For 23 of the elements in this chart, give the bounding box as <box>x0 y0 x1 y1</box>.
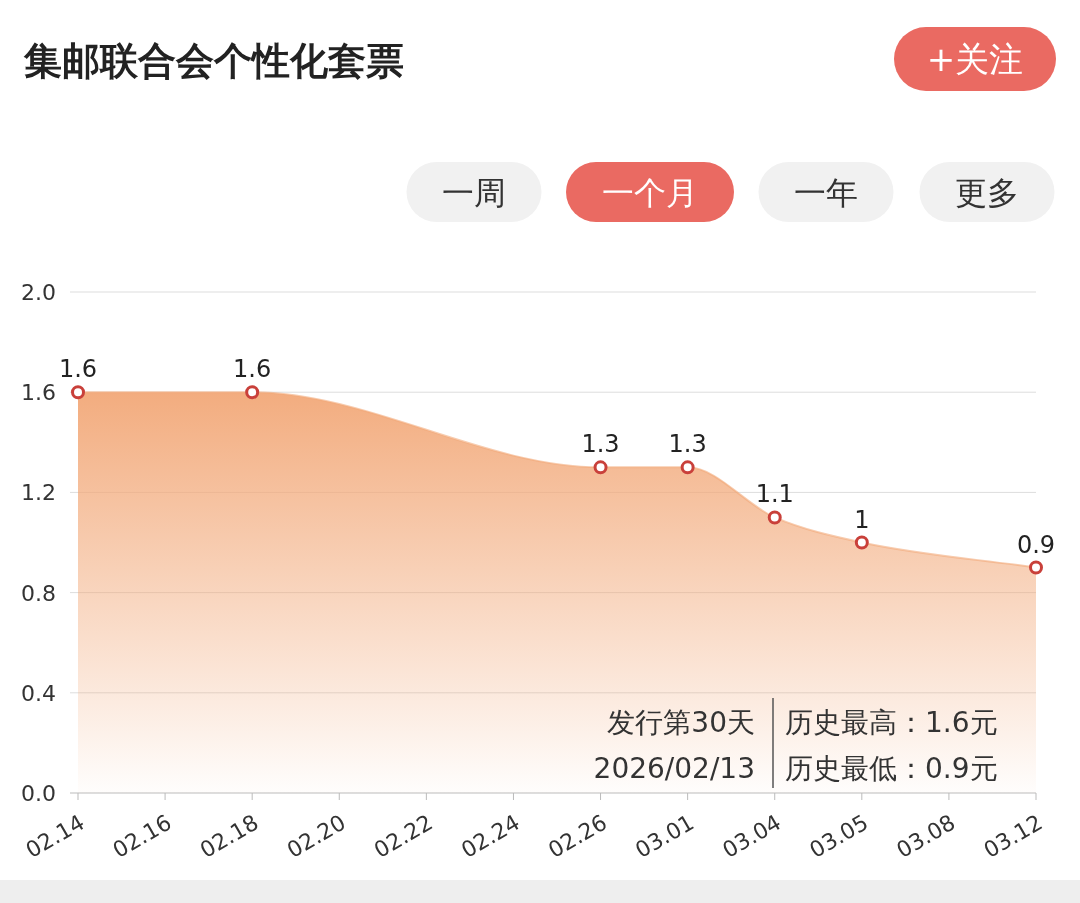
data-label: 1.6 <box>58 355 98 384</box>
y-tick-label: 1.2 <box>21 480 56 506</box>
text: 一个月 <box>602 173 698 212</box>
annotation: 发行第30天 <box>607 706 755 739</box>
data-label: 1.3 <box>581 430 620 459</box>
annotation: 历史最低：0.9元 <box>785 752 998 785</box>
annotation: 2026/02/13 <box>593 752 755 785</box>
data-label: 1.1 <box>755 480 794 509</box>
y-tick-label: 2.0 <box>21 280 56 305</box>
text: 一年 <box>794 173 858 212</box>
data-label: 1 <box>854 505 870 534</box>
annotation: 历史最高：1.6元 <box>785 706 998 739</box>
text: 更多 <box>955 173 1019 212</box>
data-label: 1.3 <box>668 430 707 459</box>
y-tick-label: 0.4 <box>21 680 56 706</box>
data-label: 0.9 <box>1016 530 1056 559</box>
y-tick-label: 1.6 <box>21 380 56 406</box>
text: +关注 <box>926 39 1024 80</box>
text: 一周 <box>442 173 506 212</box>
data-label: 1.6 <box>233 355 272 384</box>
y-tick-label: 0.0 <box>21 781 56 806</box>
chart-title: 集邮联合会个性化套票 <box>23 39 404 83</box>
y-tick-label: 0.8 <box>21 580 56 606</box>
